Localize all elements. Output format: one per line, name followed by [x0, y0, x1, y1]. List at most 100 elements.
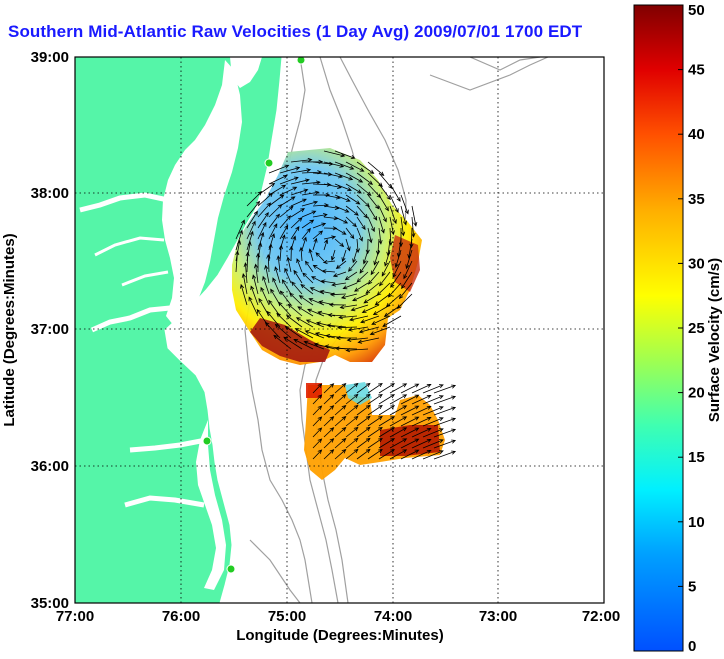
- y-axis-label: Latitude (Degrees:Minutes): [1, 233, 18, 426]
- velocity-arrow: [328, 302, 347, 307]
- velocity-arrow: [378, 183, 391, 201]
- velocity-arrow: [422, 406, 444, 416]
- velocity-arrow: [278, 244, 284, 262]
- x-tick-label: 74:00: [374, 608, 412, 625]
- velocity-arrow: [363, 293, 380, 304]
- velocity-arrow: [334, 449, 347, 460]
- velocity-arrow: [389, 194, 399, 214]
- velocity-arrow: [378, 227, 383, 245]
- velocity-arrow: [314, 332, 336, 339]
- velocity-arrow: [403, 260, 413, 280]
- velocity-arrow: [303, 340, 325, 350]
- velocity-arrow: [334, 238, 345, 248]
- velocity-arrow: [308, 298, 325, 306]
- velocity-arrow: [312, 438, 323, 449]
- velocity-arrow: [334, 183, 352, 192]
- velocity-arrow: [323, 383, 335, 394]
- velocity-arrow: [400, 438, 420, 449]
- colorbar-tick-label: 35: [688, 191, 705, 208]
- velocity-arrow: [316, 321, 336, 328]
- colorbar-tick-label: 5: [688, 578, 696, 595]
- velocity-arrow: [411, 417, 432, 427]
- velocity-arrow: [356, 216, 366, 231]
- velocity-arrow: [313, 342, 336, 350]
- velocity-arrow: [323, 161, 345, 168]
- velocity-arrow: [433, 384, 457, 394]
- velocity-arrow: [356, 437, 371, 449]
- velocity-arrow: [433, 395, 457, 405]
- velocity-arrow: [358, 326, 380, 334]
- velocity-arrow: [279, 290, 292, 306]
- velocity-arrow: [398, 282, 413, 300]
- velocity-arrow: [422, 439, 444, 449]
- velocity-arrow: [301, 180, 321, 185]
- station-marker: [296, 57, 306, 65]
- velocity-arrow: [367, 227, 373, 244]
- velocity-arrow: [279, 166, 301, 174]
- velocity-arrow: [327, 313, 347, 318]
- colorbar-tick-label: 15: [688, 449, 705, 466]
- velocity-arrow: [369, 326, 391, 336]
- velocity-arrow: [283, 336, 303, 350]
- velocity-arrow: [334, 150, 356, 159]
- velocity-arrow: [334, 427, 347, 438]
- velocity-arrow: [291, 281, 303, 295]
- velocity-arrow: [312, 230, 324, 240]
- velocity-arrow: [389, 438, 408, 449]
- velocity-arrow: [243, 262, 248, 284]
- velocity-arrow: [235, 219, 245, 240]
- velocity-arrow: [323, 172, 343, 179]
- y-tick-labels: 39:00 38:00 37:00 36:00 35:00: [31, 49, 69, 612]
- velocity-arrow: [262, 275, 270, 295]
- velocity-arrow: [268, 243, 273, 262]
- velocity-arrow: [299, 246, 304, 262]
- velocity-arrow: [378, 394, 395, 405]
- radar-stations: [202, 57, 306, 574]
- velocity-arrow: [276, 255, 281, 273]
- velocity-arrow: [378, 205, 387, 223]
- velocity-arrow: [352, 249, 358, 264]
- velocity-arrow: [345, 426, 359, 438]
- velocity-arrow: [323, 405, 335, 416]
- velocity-arrow: [334, 405, 347, 416]
- velocity-arrow: [290, 226, 300, 240]
- velocity-arrow: [248, 296, 259, 317]
- velocity-arrow: [345, 172, 364, 183]
- velocity-arrow: [374, 293, 391, 306]
- velocity-arrow: [411, 406, 432, 416]
- velocity-arrow: [336, 325, 358, 330]
- velocity-arrow: [370, 260, 380, 276]
- velocity-arrow: [398, 228, 404, 248]
- velocity-arrow: [312, 394, 323, 405]
- velocity-arrow: [287, 303, 303, 317]
- velocity-arrow: [313, 192, 331, 198]
- velocity-arrow: [378, 405, 395, 416]
- velocity-arrow: [334, 416, 347, 427]
- velocity-arrow: [356, 404, 371, 416]
- velocity-arrow: [394, 249, 402, 268]
- velocity-arrow: [345, 415, 359, 427]
- velocity-arrow: [345, 404, 359, 416]
- velocity-arrow: [345, 393, 359, 405]
- velocity-arrow: [433, 428, 457, 438]
- velocity-arrow: [378, 194, 389, 212]
- velocity-arrow: [400, 416, 420, 427]
- velocity-arrow: [367, 172, 383, 188]
- colorbar-tick-label: 25: [688, 320, 705, 337]
- velocity-arrow: [246, 210, 258, 229]
- velocity-arrow: [264, 321, 281, 339]
- velocity-arrow: [422, 384, 444, 394]
- velocity-arrow: [268, 233, 275, 251]
- colorbar-label: Surface Velocity (cm/s): [706, 258, 723, 422]
- velocity-arrow: [367, 216, 375, 233]
- velocity-arrow: [329, 292, 347, 297]
- velocity-arrow: [290, 178, 310, 185]
- x-axis-label: Longitude (Degrees:Minutes): [236, 627, 444, 644]
- velocity-arrow: [272, 277, 281, 295]
- velocity-arrow: [400, 194, 409, 215]
- land-mass: [75, 57, 283, 603]
- velocity-arrow: [268, 194, 285, 207]
- velocity-arrow: [390, 271, 402, 288]
- velocity-arrow: [323, 235, 337, 240]
